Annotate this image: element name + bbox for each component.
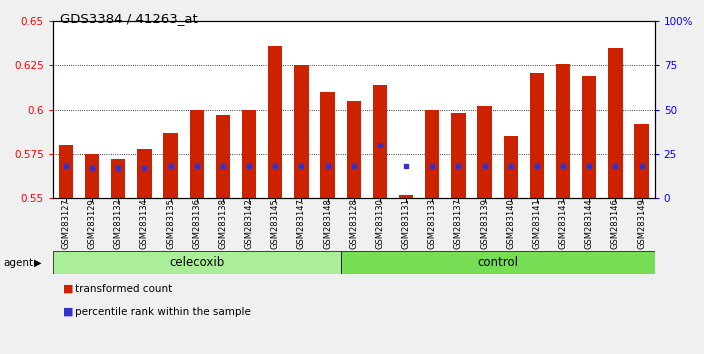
Text: GSM283148: GSM283148 — [323, 198, 332, 249]
Text: GSM283149: GSM283149 — [637, 198, 646, 249]
Bar — [341, 251, 655, 274]
Bar — [346, 101, 361, 198]
Bar — [163, 133, 178, 198]
Text: GSM283129: GSM283129 — [87, 198, 96, 249]
Text: GSM283128: GSM283128 — [349, 198, 358, 249]
Text: GSM283135: GSM283135 — [166, 198, 175, 249]
Text: percentile rank within the sample: percentile rank within the sample — [75, 307, 251, 316]
Text: GSM283144: GSM283144 — [585, 198, 593, 249]
Text: GDS3384 / 41263_at: GDS3384 / 41263_at — [60, 12, 198, 25]
Text: GSM283137: GSM283137 — [454, 198, 463, 249]
Text: GSM283136: GSM283136 — [192, 198, 201, 249]
Text: GSM283132: GSM283132 — [114, 198, 122, 249]
Bar — [320, 92, 335, 198]
Bar — [58, 145, 73, 198]
Bar — [372, 85, 387, 198]
Bar — [242, 110, 256, 198]
Text: transformed count: transformed count — [75, 284, 172, 293]
Text: GSM283127: GSM283127 — [61, 198, 70, 249]
Text: GSM283145: GSM283145 — [271, 198, 279, 249]
Bar — [137, 149, 151, 198]
Bar — [634, 124, 649, 198]
Bar — [53, 251, 341, 274]
Bar — [425, 110, 439, 198]
Bar — [503, 136, 518, 198]
Text: GSM283147: GSM283147 — [297, 198, 306, 249]
Text: control: control — [477, 256, 518, 269]
Bar — [608, 48, 622, 198]
Text: GSM283142: GSM283142 — [244, 198, 253, 249]
Text: GSM283133: GSM283133 — [428, 198, 436, 249]
Bar — [556, 64, 570, 198]
Text: GSM283130: GSM283130 — [375, 198, 384, 249]
Text: celecoxib: celecoxib — [169, 256, 225, 269]
Bar — [215, 115, 230, 198]
Bar — [529, 73, 544, 198]
Bar — [477, 106, 492, 198]
Text: ■: ■ — [63, 284, 74, 293]
Text: GSM283131: GSM283131 — [401, 198, 410, 249]
Bar — [268, 46, 282, 198]
Bar — [399, 195, 413, 198]
Text: GSM283139: GSM283139 — [480, 198, 489, 249]
Text: ■: ■ — [63, 307, 74, 316]
Text: GSM283141: GSM283141 — [532, 198, 541, 249]
Bar — [189, 110, 204, 198]
Bar — [451, 113, 465, 198]
Bar — [85, 154, 99, 198]
Text: GSM283138: GSM283138 — [218, 198, 227, 249]
Text: agent: agent — [4, 258, 34, 268]
Text: GSM283134: GSM283134 — [140, 198, 149, 249]
Text: GSM283146: GSM283146 — [611, 198, 620, 249]
Text: GSM283143: GSM283143 — [558, 198, 567, 249]
Bar — [582, 76, 596, 198]
Bar — [111, 159, 125, 198]
Text: GSM283140: GSM283140 — [506, 198, 515, 249]
Bar — [294, 65, 308, 198]
Text: ▶: ▶ — [34, 258, 42, 268]
